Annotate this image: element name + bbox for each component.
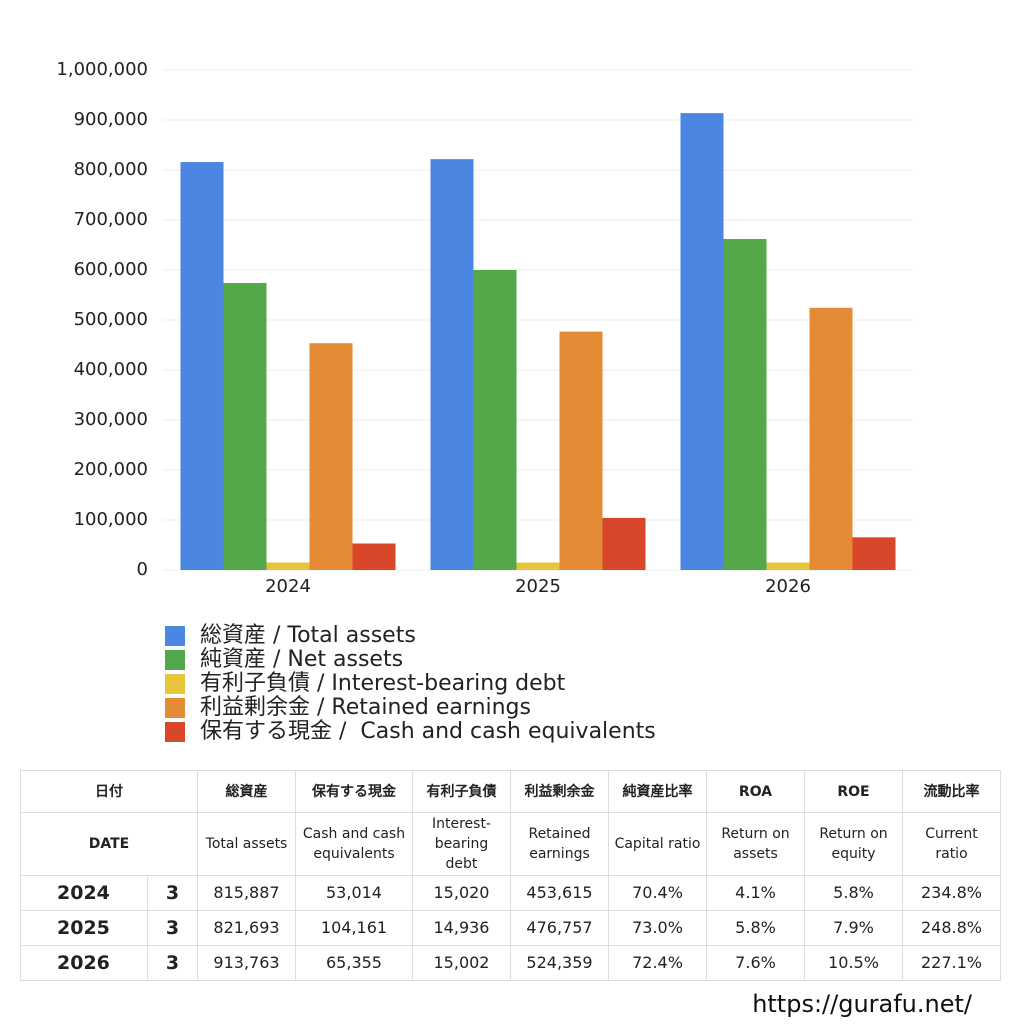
table-cell: 4.1%	[706, 875, 805, 911]
table-cell: 70.4%	[608, 875, 707, 911]
legend-swatch	[165, 626, 185, 646]
table-cell: 5.8%	[706, 910, 805, 946]
bar	[852, 537, 896, 570]
table-cell: 14,936	[412, 910, 511, 946]
bar	[809, 307, 853, 570]
header-cell: Interest-bearing debt	[412, 812, 511, 876]
bar	[559, 331, 603, 570]
header-cell: Capital ratio	[608, 812, 707, 876]
header-cell: ROE	[804, 770, 903, 813]
legend-label: 保有する現金 / Cash and cash equivalents	[200, 719, 656, 744]
legend-label: 純資産 / Net assets	[200, 647, 403, 672]
x-tick-label: 2025	[515, 576, 561, 597]
legend-label: 有利子負債 / Interest-bearing debt	[200, 671, 566, 696]
bar	[766, 562, 810, 570]
header-cell: Cash and cash equivalents	[295, 812, 413, 876]
y-tick-label: 400,000	[74, 359, 148, 380]
table-cell: 3	[147, 910, 198, 946]
table-cell: 476,757	[510, 910, 609, 946]
table-cell: 15,020	[412, 875, 511, 911]
table-cell: 248.8%	[902, 910, 1001, 946]
table-cell: 2026	[20, 945, 148, 981]
y-tick-label: 200,000	[74, 459, 148, 480]
table-cell: 453,615	[510, 875, 609, 911]
bar	[223, 283, 267, 570]
table-cell: 3	[147, 875, 198, 911]
y-tick-label: 800,000	[74, 159, 148, 180]
legend-swatch	[165, 650, 185, 670]
bar	[602, 517, 646, 570]
header-cell: 総資産	[197, 770, 296, 813]
table-cell: 821,693	[197, 910, 296, 946]
bar	[680, 113, 724, 570]
bar	[516, 562, 560, 570]
header-cell: 純資産比率	[608, 770, 707, 813]
header-cell: Retained earnings	[510, 812, 609, 876]
y-tick-label: 900,000	[74, 109, 148, 130]
bar	[430, 159, 474, 570]
bar	[180, 162, 224, 570]
table-cell: 65,355	[295, 945, 413, 981]
footer-url: https://gurafu.net/	[752, 990, 972, 1018]
x-tick-label: 2024	[265, 576, 311, 597]
y-tick-label: 100,000	[74, 509, 148, 530]
header-cell: 保有する現金	[295, 770, 413, 813]
bar	[309, 343, 353, 570]
y-tick-label: 700,000	[74, 209, 148, 230]
bar	[723, 239, 767, 570]
header-cell: Return on equity	[804, 812, 903, 876]
table-cell: 10.5%	[804, 945, 903, 981]
header-cell: 流動比率	[902, 770, 1001, 813]
y-tick-label: 500,000	[74, 309, 148, 330]
table-cell: 913,763	[197, 945, 296, 981]
table-cell: 73.0%	[608, 910, 707, 946]
y-tick-label: 0	[137, 559, 148, 580]
legend-swatch	[165, 722, 185, 742]
y-tick-label: 300,000	[74, 409, 148, 430]
table-cell: 2025	[20, 910, 148, 946]
legend-label: 利益剰余金 / Retained earnings	[200, 695, 531, 720]
table-cell: 72.4%	[608, 945, 707, 981]
table-cell: 815,887	[197, 875, 296, 911]
x-tick-label: 2026	[765, 576, 811, 597]
table-cell: 7.9%	[804, 910, 903, 946]
table-cell: 2024	[20, 875, 148, 911]
bar	[352, 543, 396, 570]
header-cell: Current ratio	[902, 812, 1001, 876]
table-cell: 5.8%	[804, 875, 903, 911]
header-cell: 利益剰余金	[510, 770, 609, 813]
table-cell: 7.6%	[706, 945, 805, 981]
table-cell: 15,002	[412, 945, 511, 981]
bar	[473, 270, 517, 570]
header-cell: ROA	[706, 770, 805, 813]
table-cell: 3	[147, 945, 198, 981]
y-tick-label: 1,000,000	[56, 59, 148, 80]
y-tick-label: 600,000	[74, 259, 148, 280]
table-cell: 104,161	[295, 910, 413, 946]
bar	[266, 562, 310, 570]
legend-label: 総資産 / Total assets	[200, 623, 416, 648]
data-table: 日付 総資産 保有する現金 有利子負債 利益剰余金 純資産比率 ROA ROE 流動比率 DATE…	[20, 770, 1001, 981]
header-cell: DATE	[20, 812, 198, 876]
header-cell: 有利子負債	[412, 770, 511, 813]
table-cell: 53,014	[295, 875, 413, 911]
table-cell: 234.8%	[902, 875, 1001, 911]
table-cell: 227.1%	[902, 945, 1001, 981]
table-cell: 524,359	[510, 945, 609, 981]
chart: 0 100,000 200,000 300,000 400,000 500,000 600,…	[56, 59, 913, 744]
legend-swatch	[165, 674, 185, 694]
legend-swatch	[165, 698, 185, 718]
header-cell: Return on assets	[706, 812, 805, 876]
header-cell: 日付	[20, 770, 198, 813]
header-cell: Total assets	[197, 812, 296, 876]
